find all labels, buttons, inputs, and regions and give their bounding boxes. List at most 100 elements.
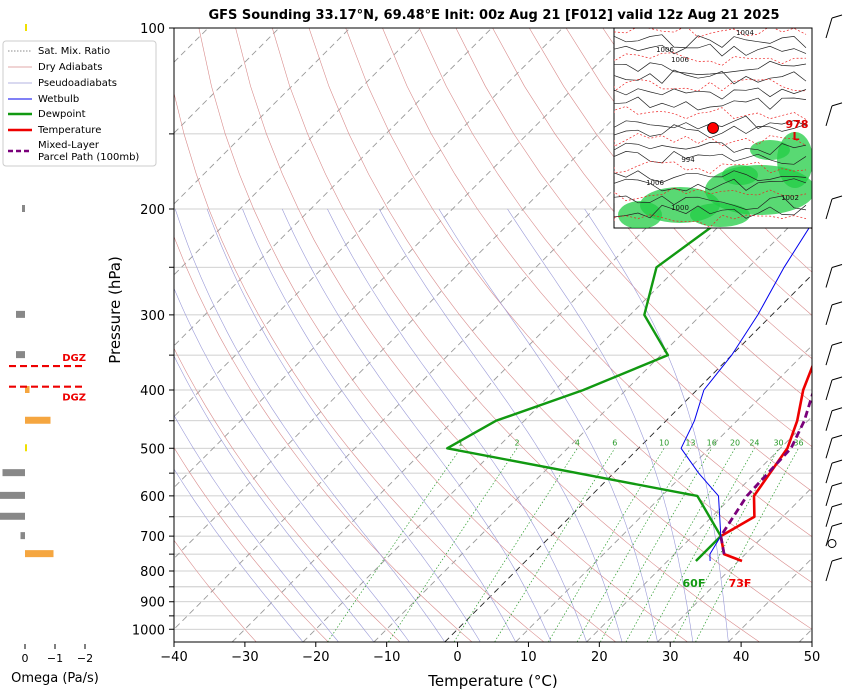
x-tick-label: 30: [662, 650, 679, 665]
y-tick-label: 400: [140, 384, 165, 399]
axes: −40 −30 −20 −10 0 10 20 30 40 50 100 200 300 400 500 60…: [132, 22, 820, 665]
y-tick-label: 200: [140, 203, 165, 218]
zero-isotherm: [444, 274, 812, 642]
omega-bar: [25, 550, 54, 558]
legend-box: [2, 40, 157, 167]
x-axis-label: Temperature (°C): [427, 672, 557, 690]
omega-bar: [16, 351, 25, 359]
pseudoadiabat: [378, 208, 623, 642]
legend-entry: Pseudoadiabats: [38, 78, 117, 89]
mixing-ratio-line: [453, 448, 578, 642]
map-label: 994: [681, 156, 695, 164]
map-contour: [614, 178, 807, 192]
map-label: 978: [786, 118, 809, 131]
legend-entry: Parcel Path (100mb): [38, 152, 139, 163]
wind-barb-staff: [825, 379, 833, 401]
isotherm: [174, 28, 422, 276]
wind-barb-flag: [831, 482, 843, 487]
wind-barb-flag: [831, 14, 843, 19]
y-tick-label: 1000: [132, 623, 165, 638]
wind-barb-staff: [825, 506, 833, 527]
wind-barb-flag: [831, 557, 843, 562]
isotherm: [515, 345, 812, 642]
map-contour: [614, 52, 807, 66]
dry-adiabat: [418, 28, 812, 492]
map-label: 1002: [781, 194, 799, 202]
mixing-ratio-line: [695, 448, 799, 642]
omega-bar: [25, 416, 51, 424]
mixing-ratio-line: [327, 448, 461, 642]
wind-barb-flag: [831, 195, 843, 200]
pseudoadiabat: [242, 208, 516, 642]
dry-adiabat: [529, 28, 812, 360]
wind-barb-staff: [825, 438, 833, 459]
dry-adiabat: [308, 28, 812, 630]
legend-entry: Temperature: [37, 125, 101, 136]
series-dewpoint: [446, 155, 812, 562]
wind-barb-staff: [825, 17, 833, 39]
x-tick-label: 40: [733, 650, 750, 665]
wind-barb-staff: [825, 525, 833, 547]
wind-barb-staff: [825, 560, 833, 582]
omega-bar: [25, 24, 27, 31]
wind-barb-flag: [831, 301, 843, 306]
pseudoadiabat: [327, 208, 587, 642]
profile-lines: 73F 60F: [446, 155, 812, 590]
map-label: 1006: [656, 46, 674, 54]
dry-adiabat: [174, 447, 329, 642]
map-contour: [614, 115, 807, 130]
legend-entry: Dry Adiabats: [38, 62, 102, 73]
mixing-ratio-line: [548, 448, 665, 642]
dry-adiabat: [345, 28, 812, 583]
mixing-ratio-label: 6: [612, 438, 617, 447]
mixing-ratio-label: 13: [685, 438, 695, 447]
precip-area: [750, 140, 790, 160]
isotherm: [174, 28, 493, 347]
surface-dewpoint-label: 60F: [683, 577, 706, 590]
x-tick-label: −40: [160, 650, 187, 665]
omega-tick-label: −2: [77, 652, 93, 665]
omega-bar: [2, 469, 25, 477]
x-tick-label: 0: [453, 650, 461, 665]
y-tick-label: 900: [140, 596, 165, 611]
map-label: L: [792, 130, 799, 143]
omega-bar: [0, 491, 25, 499]
map-contour: [614, 123, 807, 139]
map-label: 1004: [736, 29, 754, 37]
legend: Sat. Mix. Ratio Dry Adiabats Pseudoadiabat…: [2, 40, 157, 167]
dry-adiabat: [174, 347, 401, 642]
map-contour: [614, 214, 807, 228]
x-tick-label: 10: [520, 650, 537, 665]
x-tick-label: 50: [804, 650, 821, 665]
isotherm: [174, 28, 705, 560]
precip-area: [618, 201, 662, 228]
pseudoadiabat: [507, 208, 694, 642]
mixing-ratio-label: 16: [707, 438, 717, 447]
dry-adiabat: [382, 28, 812, 538]
dry-adiabat: [174, 91, 545, 642]
isotherm: [657, 486, 812, 642]
x-tick-label: −10: [373, 650, 400, 665]
wind-barb-flag: [831, 459, 843, 464]
wind-barb-staff: [825, 267, 833, 288]
mixing-ratio-label: 30: [773, 438, 783, 447]
dry-adiabat: [174, 235, 473, 642]
dry-adiabat: [235, 28, 688, 642]
wind-barb-flag: [831, 503, 843, 508]
calm-wind-circle: [827, 538, 837, 548]
dgz-label: DGZ: [62, 393, 86, 404]
y-tick-label: 100: [140, 22, 165, 37]
isotherm: [174, 28, 563, 418]
y-axis-label: Pressure (hPa): [106, 256, 124, 364]
map-contour: [614, 195, 807, 211]
legend-entry: Mixed-Layer: [38, 140, 100, 151]
mixing-ratio-label: 1: [458, 438, 463, 447]
map-contour: [614, 43, 807, 57]
y-tick-label: 700: [140, 530, 165, 545]
omega-tick-label: −1: [47, 652, 63, 665]
precip-area: [722, 165, 758, 185]
surface-temperature-label: 73F: [729, 577, 752, 590]
